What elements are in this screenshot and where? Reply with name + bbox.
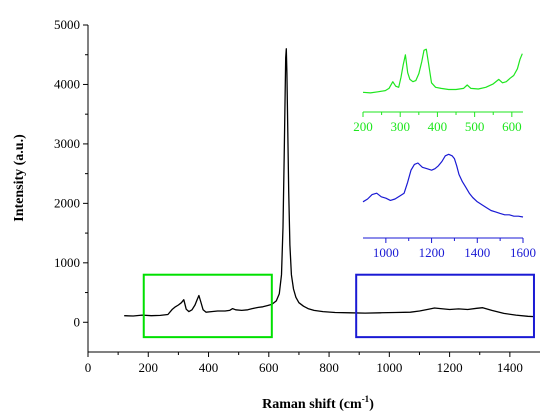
- inset-blue-plot: 1000 1200 1400 1600: [362, 153, 536, 260]
- x-tick-label: 0: [85, 360, 92, 375]
- inset-green-x-tick-label: 200: [353, 119, 373, 134]
- inset-green-x-tick-label: 600: [502, 119, 522, 134]
- main-plot: 0 1000 2000 3000 4000 5000 0 200 400 600 800 1000 12…: [54, 17, 540, 375]
- y-tick-label: 4000: [54, 76, 80, 91]
- x-tick-label: 1200: [437, 360, 463, 375]
- x-tick-label: 600: [259, 360, 279, 375]
- inset-blue-x-tick-label: 1200: [419, 245, 445, 260]
- y-tick-label: 1000: [54, 255, 80, 270]
- y-axis-title: Intensity (a.u.): [12, 134, 27, 222]
- inset-green-plot: 200 300 400 500 600: [353, 48, 523, 134]
- y-tick-label: 5000: [54, 17, 80, 32]
- main-spectrum-line: [124, 48, 535, 318]
- inset-green-x-tick-label: 400: [428, 119, 448, 134]
- x-axis-title: Raman shift (cm-1): [262, 394, 374, 412]
- inset-blue-x-tick-label: 1600: [510, 245, 536, 260]
- inset-blue-spectrum-line: [362, 153, 524, 218]
- x-tick-label: 1400: [497, 360, 523, 375]
- inset-green-x-tick-label: 300: [390, 119, 410, 134]
- x-tick-label: 200: [139, 360, 159, 375]
- y-tick-label: 2000: [54, 195, 80, 210]
- y-tick-label: 3000: [54, 136, 80, 151]
- x-tick-label: 1000: [376, 360, 402, 375]
- x-tick-label: 800: [319, 360, 339, 375]
- x-tick-label: 400: [199, 360, 219, 375]
- inset-blue-x-tick-label: 1400: [464, 245, 490, 260]
- inset-blue-x-tick-label: 1000: [373, 245, 399, 260]
- inset-green-x-tick-label: 500: [465, 119, 485, 134]
- blue-highlight-box: [355, 273, 535, 339]
- y-tick-label: 0: [74, 314, 81, 329]
- inset-green-spectrum-line: [362, 48, 523, 94]
- green-highlight-box: [142, 273, 273, 339]
